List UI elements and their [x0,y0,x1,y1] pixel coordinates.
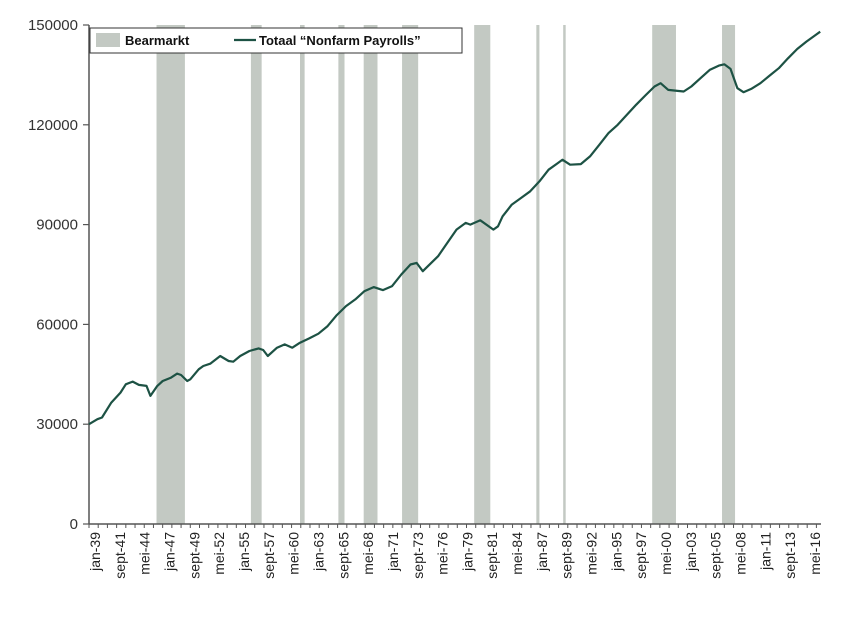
x-tick-label-10: sept-65 [335,532,351,579]
y-ticks: 0 30000 60000 90000 120000 150000 [28,17,89,533]
bearmarket-bar-8 [563,25,566,524]
y-tick-label-3: 90000 [36,217,78,234]
y-tick-label-4: 120000 [28,117,78,134]
bearmarket-bar-10 [722,25,736,524]
x-tick-label-9: jan-63 [310,532,326,572]
bearmarket-bar-5 [402,25,419,524]
x-tick-label-27: jan-11 [757,532,773,571]
bearmarket-bar-6 [474,25,491,524]
x-tick-label-28: sept-13 [782,532,798,579]
x-tick-label-18: jan-87 [534,532,550,572]
x-tick-label-4: sept-49 [186,532,202,579]
x-tick-label-16: sept-81 [484,532,500,579]
bearmarket-bar-1 [250,25,262,524]
x-tick-label-6: jan-55 [236,532,252,572]
x-tick-label-29: mei-16 [807,532,823,575]
x-tick-label-2: mei-44 [137,532,153,575]
bearmarket-bars [156,25,736,524]
x-tick-label-8: mei-60 [286,532,302,575]
x-tick-label-15: jan-79 [459,532,475,572]
x-tick-label-13: sept-73 [410,532,426,579]
x-tick-label-26: mei-08 [733,532,749,575]
x-tick-label-11: mei-68 [360,532,376,575]
y-tick-label-0: 0 [70,516,78,533]
y-tick-label-1: 30000 [36,416,78,433]
x-tick-label-22: sept-97 [633,532,649,579]
bearmarket-bar-0 [156,25,185,524]
x-tick-label-5: mei-52 [211,532,227,575]
x-tick-label-3: jan-47 [161,532,177,572]
x-tick-label-12: jan-71 [385,532,401,572]
x-tick-label-17: mei-84 [509,532,525,575]
x-tick-label-0: jan-39 [87,532,103,572]
bearmarket-bar-4 [363,25,378,524]
x-tick-label-19: sept-89 [559,532,575,579]
legend-swatch-bearmarkt [96,33,120,47]
bearmarket-bar-9 [652,25,676,524]
x-tick-label-25: sept-05 [708,532,724,579]
x-tick-label-1: sept-41 [112,532,128,579]
y-tick-label-2: 60000 [36,316,78,333]
x-tick-label-24: jan-03 [683,532,699,572]
x-tick-label-14: mei-76 [435,532,451,575]
legend: Bearmarkt Totaal “Nonfarm Payrolls” [89,27,463,54]
x-tick-label-21: jan-95 [608,532,624,572]
series-line-nonfarm-payrolls [88,30,821,426]
x-tick-label-20: mei-92 [584,532,600,575]
bearmarket-bar-2 [300,25,305,524]
legend-label-bearmarkt: Bearmarkt [125,33,190,48]
x-tick-label-7: sept-57 [261,532,277,579]
y-tick-label-5: 150000 [28,17,78,34]
bearmarket-bar-7 [536,25,540,524]
axes [88,25,821,525]
legend-label-nonfarm-payrolls: Totaal “Nonfarm Payrolls” [259,33,421,48]
legend-box [89,27,463,54]
x-tick-label-23: mei-00 [658,532,674,575]
x-ticks: jan-39 sept-41 mei-44 jan-47 sept-49 mei-52 ja… [87,524,823,579]
bearmarket-bar-3 [338,25,345,524]
